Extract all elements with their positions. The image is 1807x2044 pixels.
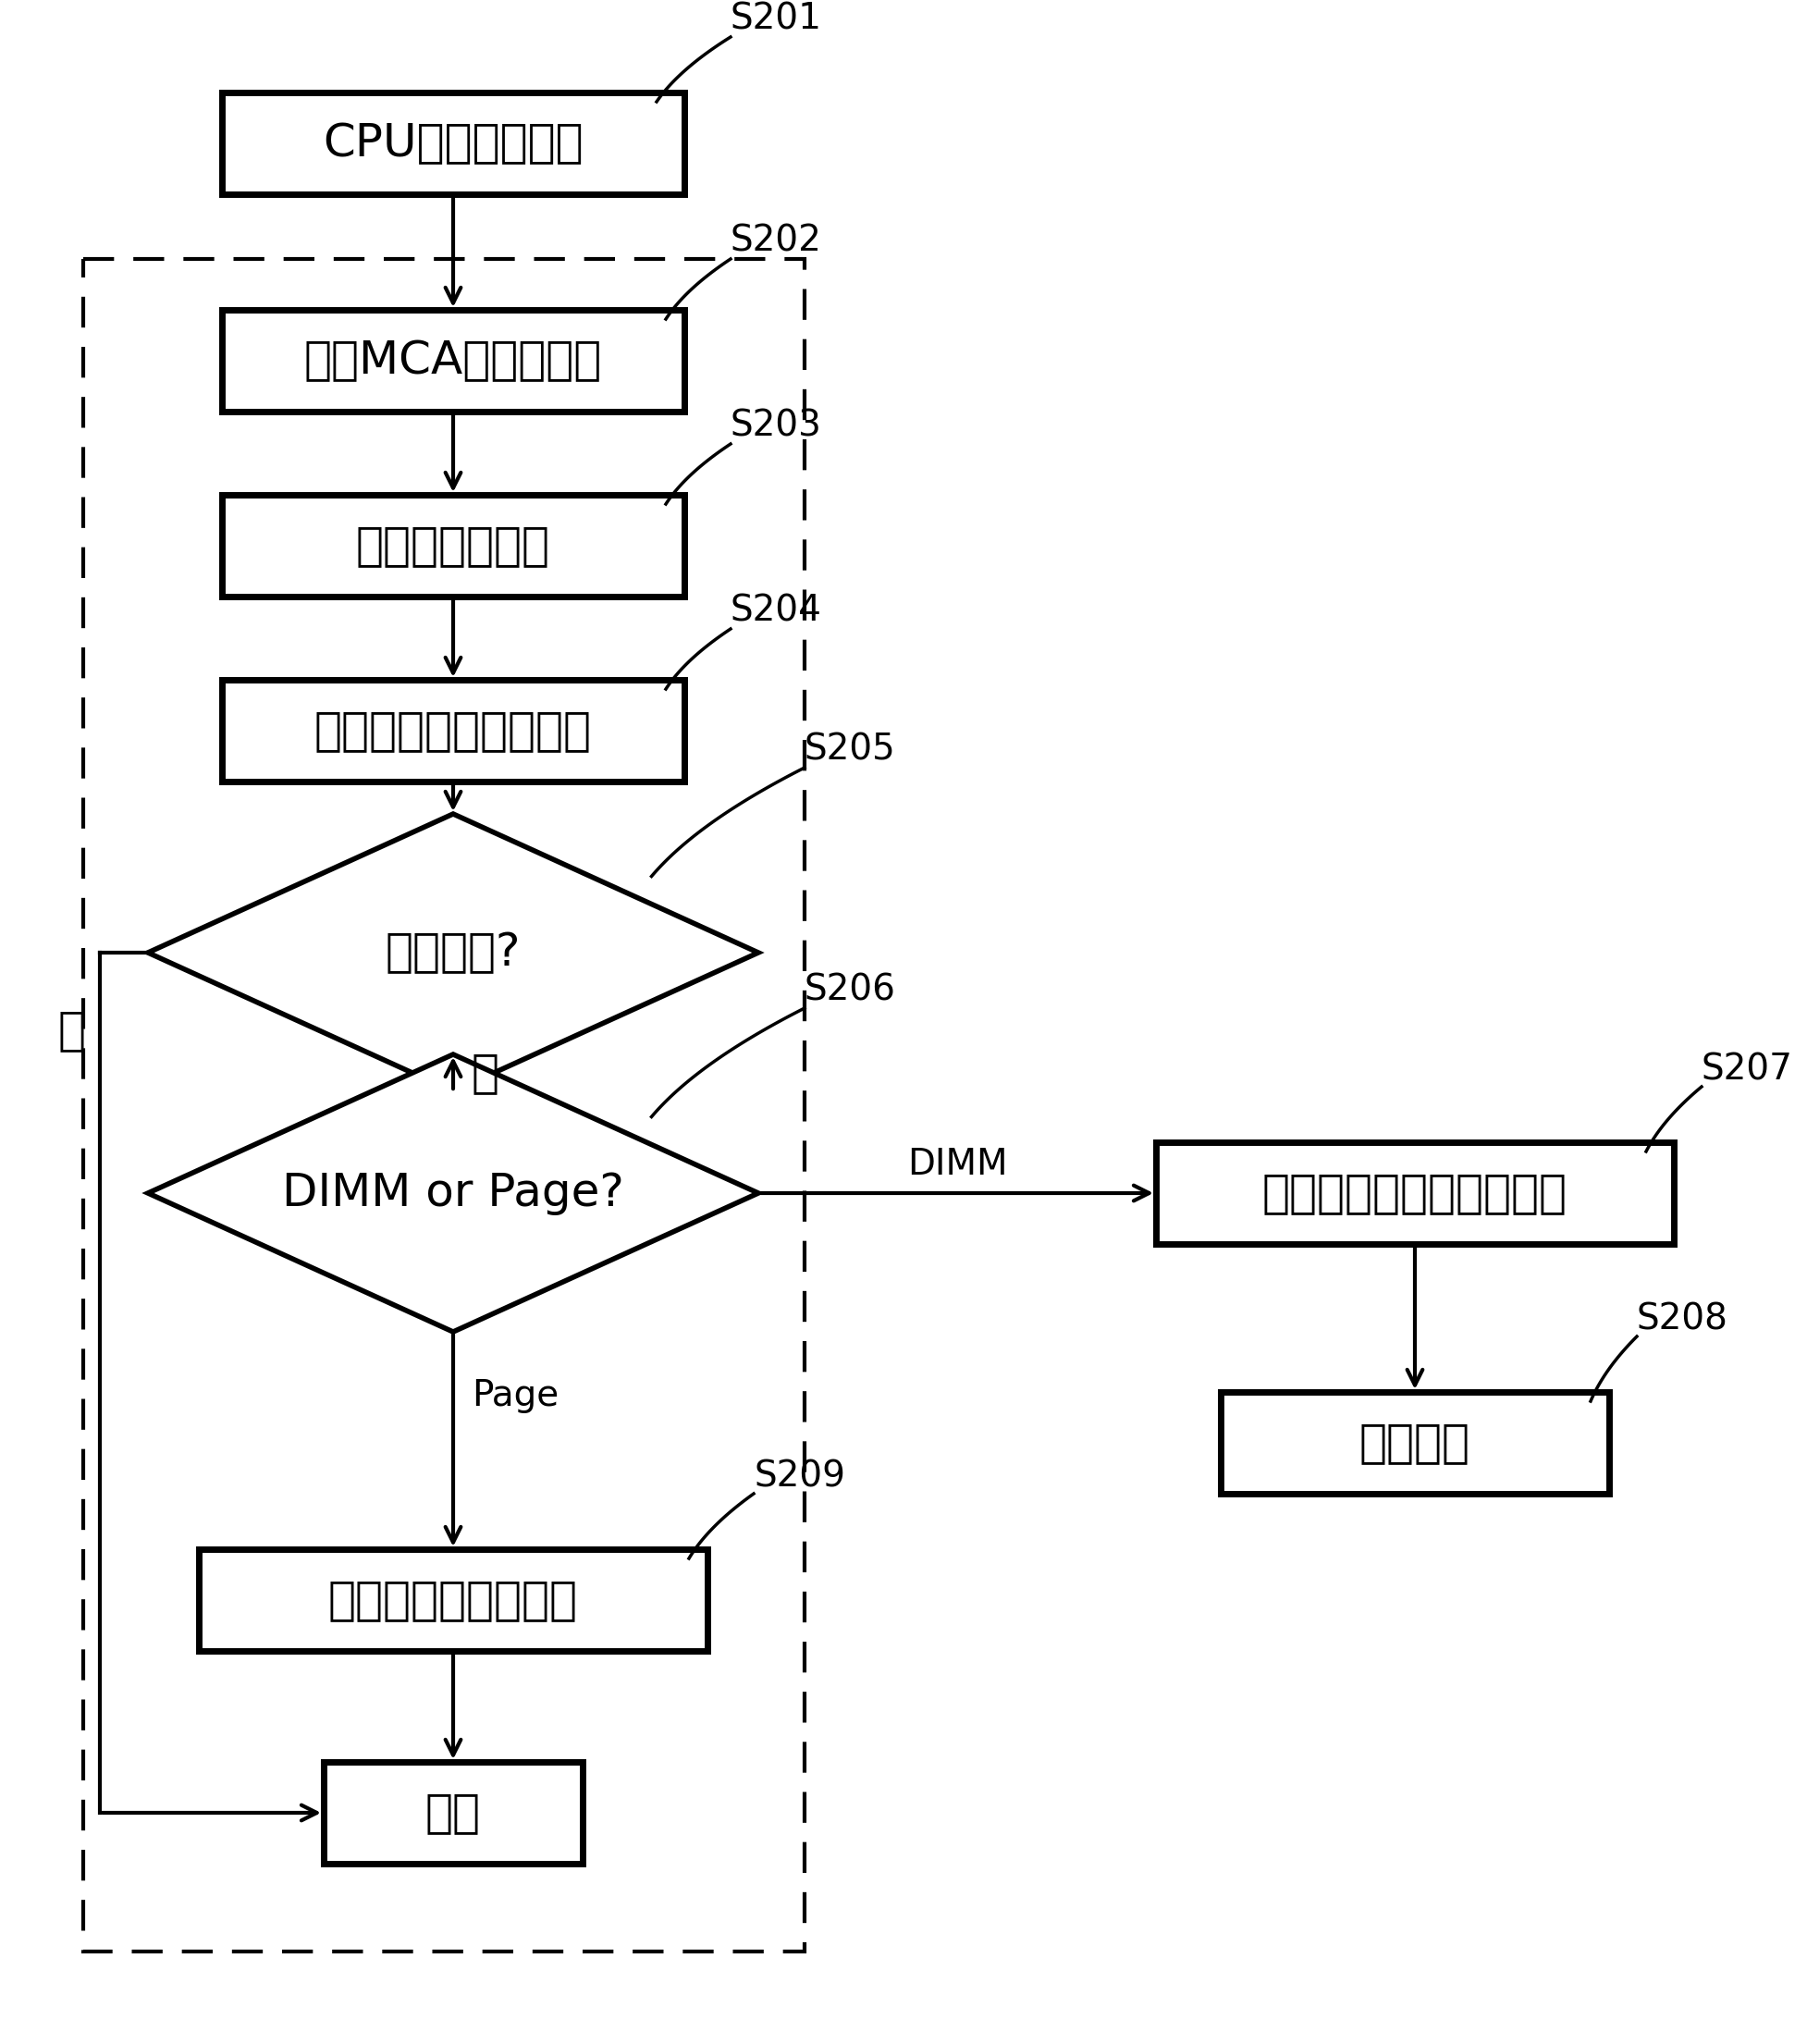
Text: 读取MCA寄存器的値: 读取MCA寄存器的値 — [304, 339, 602, 382]
Text: DIMM or Page?: DIMM or Page? — [282, 1171, 623, 1216]
Text: S206: S206 — [804, 973, 896, 1008]
Text: CPU机器检查机制: CPU机器检查机制 — [323, 121, 584, 166]
Text: S209: S209 — [754, 1459, 846, 1494]
Text: DIMM: DIMM — [907, 1147, 1006, 1181]
FancyBboxPatch shape — [1222, 1392, 1608, 1494]
FancyBboxPatch shape — [222, 681, 685, 781]
Text: Page: Page — [472, 1378, 558, 1412]
Text: S204: S204 — [730, 593, 822, 630]
FancyBboxPatch shape — [1156, 1143, 1673, 1245]
Text: 超过阀値?: 超过阀値? — [385, 930, 520, 975]
FancyBboxPatch shape — [199, 1549, 708, 1652]
FancyBboxPatch shape — [222, 92, 685, 194]
Text: 否: 否 — [58, 1008, 87, 1053]
Polygon shape — [148, 1055, 759, 1333]
Text: 更换内存: 更换内存 — [1359, 1421, 1471, 1466]
Text: S201: S201 — [730, 2, 822, 37]
Text: 解析寄存器的値: 解析寄存器的値 — [356, 523, 551, 568]
Polygon shape — [148, 814, 759, 1091]
FancyBboxPatch shape — [222, 495, 685, 597]
Text: 逻辑槽位到物理槽位映射: 逻辑槽位到物理槽位映射 — [1263, 1171, 1567, 1216]
Text: S207: S207 — [1702, 1051, 1793, 1087]
Text: 是: 是 — [472, 1051, 499, 1096]
Text: 根据故障类型进行统计: 根据故障类型进行统计 — [314, 709, 593, 752]
Text: S205: S205 — [804, 732, 896, 769]
FancyBboxPatch shape — [222, 311, 685, 411]
Text: S202: S202 — [730, 225, 822, 260]
FancyBboxPatch shape — [323, 1762, 582, 1864]
Text: S203: S203 — [730, 409, 822, 444]
Text: 故障内存页屏蔽方案: 故障内存页屏蔽方案 — [329, 1578, 578, 1623]
Text: 结束: 结束 — [425, 1791, 481, 1836]
Text: S208: S208 — [1637, 1302, 1727, 1337]
